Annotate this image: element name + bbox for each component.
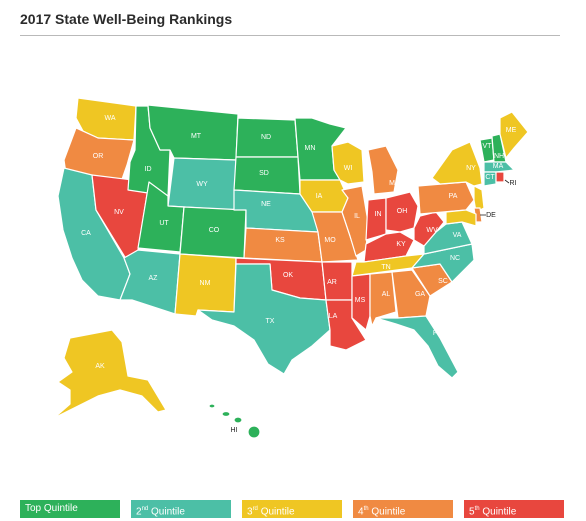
label-MO: MO xyxy=(324,237,336,244)
label-FL: FL xyxy=(433,330,441,337)
state-WV[interactable] xyxy=(413,211,445,247)
legend-5th-word: Quintile xyxy=(482,506,517,518)
legend-2nd-word: Quintile xyxy=(151,506,185,518)
state-HI[interactable] xyxy=(208,403,261,439)
label-MI: MI xyxy=(389,180,397,187)
label-AR: AR xyxy=(327,279,337,286)
label-OH: OH xyxy=(397,208,408,215)
label-WA: WA xyxy=(104,115,115,122)
state-KS[interactable] xyxy=(243,227,323,263)
label-PA: PA xyxy=(449,193,458,200)
label-TN: TN xyxy=(381,264,390,271)
state-RI[interactable] xyxy=(495,171,505,183)
legend-2nd-num: 2 xyxy=(136,506,142,518)
state-MS[interactable] xyxy=(351,273,371,331)
label-NH: NH xyxy=(494,153,504,160)
label-NV: NV xyxy=(114,209,124,216)
map-title: 2017 State Well-Being Rankings xyxy=(20,11,233,27)
label-MA: MA xyxy=(493,163,504,170)
state-TX[interactable] xyxy=(197,263,331,375)
label-MT: MT xyxy=(191,133,202,140)
quintile-legend: Top Quintile 2nd Quintile 3rd Quintile 4… xyxy=(20,500,566,518)
label-HI: HI xyxy=(231,427,238,434)
label-VA: VA xyxy=(453,232,462,239)
legend-4th-quintile: 4th Quintile xyxy=(353,500,453,518)
label-IA: IA xyxy=(316,193,323,200)
state-MD[interactable] xyxy=(445,209,477,227)
state-PA[interactable] xyxy=(417,181,475,215)
label-GA: GA xyxy=(415,291,425,298)
state-FL[interactable] xyxy=(375,315,459,379)
legend-4th-sup: th xyxy=(363,506,369,512)
label-SD: SD xyxy=(259,170,269,177)
legend-5th-num: 5 xyxy=(469,506,475,518)
label-KY: KY xyxy=(396,241,406,248)
label-DE: DE xyxy=(486,212,496,219)
label-IL: IL xyxy=(354,213,360,220)
label-VT: VT xyxy=(483,143,493,150)
state-AZ[interactable] xyxy=(119,249,181,315)
state-MA[interactable] xyxy=(483,161,515,173)
label-OK: OK xyxy=(283,272,293,279)
label-SC: SC xyxy=(438,278,448,285)
legend-top-num: Top xyxy=(25,503,42,514)
label-CT: CT xyxy=(485,174,495,181)
state-ME[interactable] xyxy=(499,111,529,159)
state-NY[interactable] xyxy=(431,141,483,187)
legend-top-word: Quintile xyxy=(43,503,78,514)
label-RI: RI xyxy=(510,180,517,187)
legend-3rd-word: Quintile xyxy=(260,506,295,518)
label-MS: MS xyxy=(355,297,366,304)
legend-2nd-quintile: 2nd Quintile xyxy=(131,500,231,518)
legend-5th-sup: th xyxy=(474,506,480,512)
label-ME: ME xyxy=(506,127,517,134)
label-WV: WV xyxy=(426,227,438,234)
label-NC: NC xyxy=(450,255,460,262)
ri-leader-line xyxy=(504,179,510,184)
state-GA[interactable] xyxy=(391,269,431,319)
label-AL: AL xyxy=(382,291,391,298)
state-IN[interactable] xyxy=(365,197,387,241)
label-CO: CO xyxy=(209,227,220,234)
state-AK[interactable] xyxy=(53,329,167,419)
state-MI[interactable] xyxy=(367,145,399,195)
label-OR: OR xyxy=(93,153,104,160)
legend-4th-num: 4 xyxy=(358,506,364,518)
state-IL[interactable] xyxy=(341,185,369,257)
label-LA: LA xyxy=(329,313,338,320)
legend-3rd-sup: rd xyxy=(252,506,258,512)
legend-3rd-num: 3 xyxy=(247,506,253,518)
state-WI[interactable] xyxy=(331,141,365,185)
label-CA: CA xyxy=(81,230,91,237)
label-NE: NE xyxy=(261,201,271,208)
label-IN: IN xyxy=(375,211,382,218)
legend-top-quintile: Top Quintile xyxy=(20,500,120,518)
label-UT: UT xyxy=(159,220,169,227)
legend-4th-word: Quintile xyxy=(371,506,406,518)
label-MN: MN xyxy=(305,145,316,152)
state-OR[interactable] xyxy=(63,127,135,186)
legend-5th-quintile: 5th Quintile xyxy=(464,500,564,518)
us-map: WA OR CA NV ID MT WY UT CO AZ NM ND SD N… xyxy=(53,97,529,439)
label-KS: KS xyxy=(275,237,285,244)
title-divider xyxy=(20,35,560,36)
label-NM: NM xyxy=(200,280,211,287)
legend-2nd-sup: nd xyxy=(141,506,149,512)
state-CT[interactable] xyxy=(483,171,497,187)
label-TX: TX xyxy=(266,318,275,325)
label-NY: NY xyxy=(466,165,476,172)
label-AK: AK xyxy=(95,363,105,370)
label-WI: WI xyxy=(344,165,353,172)
legend-3rd-quintile: 3rd Quintile xyxy=(242,500,342,518)
label-AZ: AZ xyxy=(149,275,159,282)
label-ID: ID xyxy=(145,166,152,173)
state-labels: WA OR CA NV ID MT WY UT CO AZ NM ND SD N… xyxy=(81,115,516,434)
label-WY: WY xyxy=(196,181,208,188)
label-ND: ND xyxy=(261,134,271,141)
